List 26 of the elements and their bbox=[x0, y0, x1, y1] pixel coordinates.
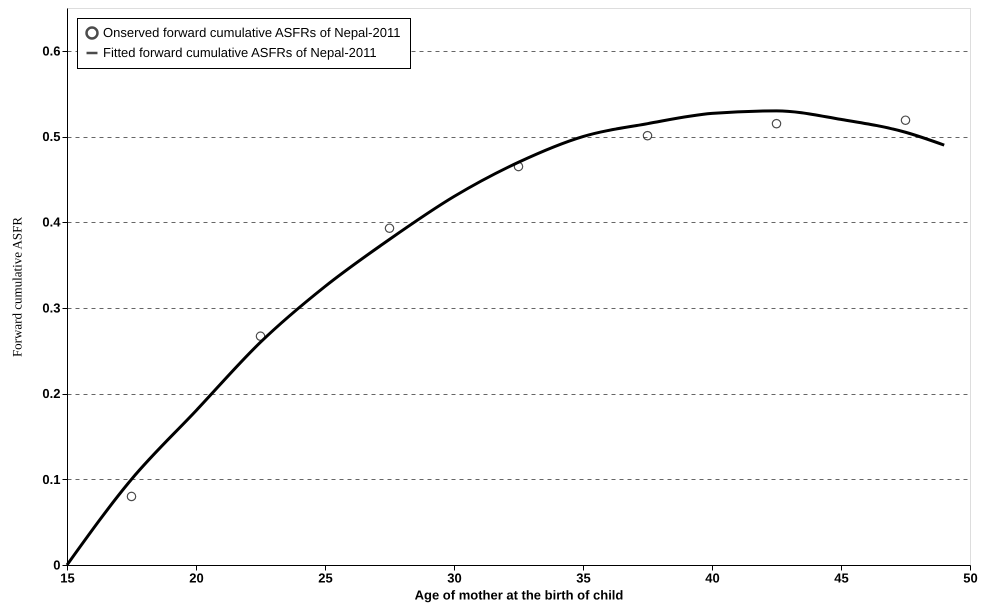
x-tick-label: 35 bbox=[576, 570, 591, 586]
y-tick-label: 0.2 bbox=[42, 386, 60, 402]
point bbox=[514, 162, 524, 172]
x-tick-label: 20 bbox=[189, 570, 204, 586]
y-tick-label: 0.6 bbox=[42, 43, 60, 58]
x-tick-label: 40 bbox=[705, 570, 720, 586]
x-tick-label: 45 bbox=[834, 570, 849, 586]
point bbox=[384, 223, 394, 234]
legend-label: Onserved forward cumulative ASFRs of Nepal-2011 bbox=[103, 25, 400, 40]
y-axis-title: Forward cumulative ASFR bbox=[9, 216, 24, 358]
point bbox=[642, 130, 652, 140]
y-tick-label: 0.3 bbox=[42, 300, 60, 316]
legend-label: Fitted forward cumulative ASFRs of Nepal-2011 bbox=[103, 45, 377, 60]
y-tick-label: 0.1 bbox=[42, 472, 60, 487]
point bbox=[126, 492, 136, 502]
x-tick-label: 30 bbox=[447, 570, 462, 586]
y-tick-label: 0.4 bbox=[42, 214, 62, 230]
point bbox=[256, 331, 266, 341]
point bbox=[772, 118, 782, 128]
x-tick-label: 25 bbox=[318, 570, 333, 586]
y-tick-label: 0 bbox=[53, 558, 60, 572]
x-tick-label: 15 bbox=[60, 570, 75, 586]
y-tick-label: 0.5 bbox=[42, 129, 60, 144]
x-axis-title: Age of mother at the birth of child bbox=[414, 588, 624, 602]
point bbox=[900, 115, 910, 126]
x-tick-label: 50 bbox=[963, 570, 978, 586]
